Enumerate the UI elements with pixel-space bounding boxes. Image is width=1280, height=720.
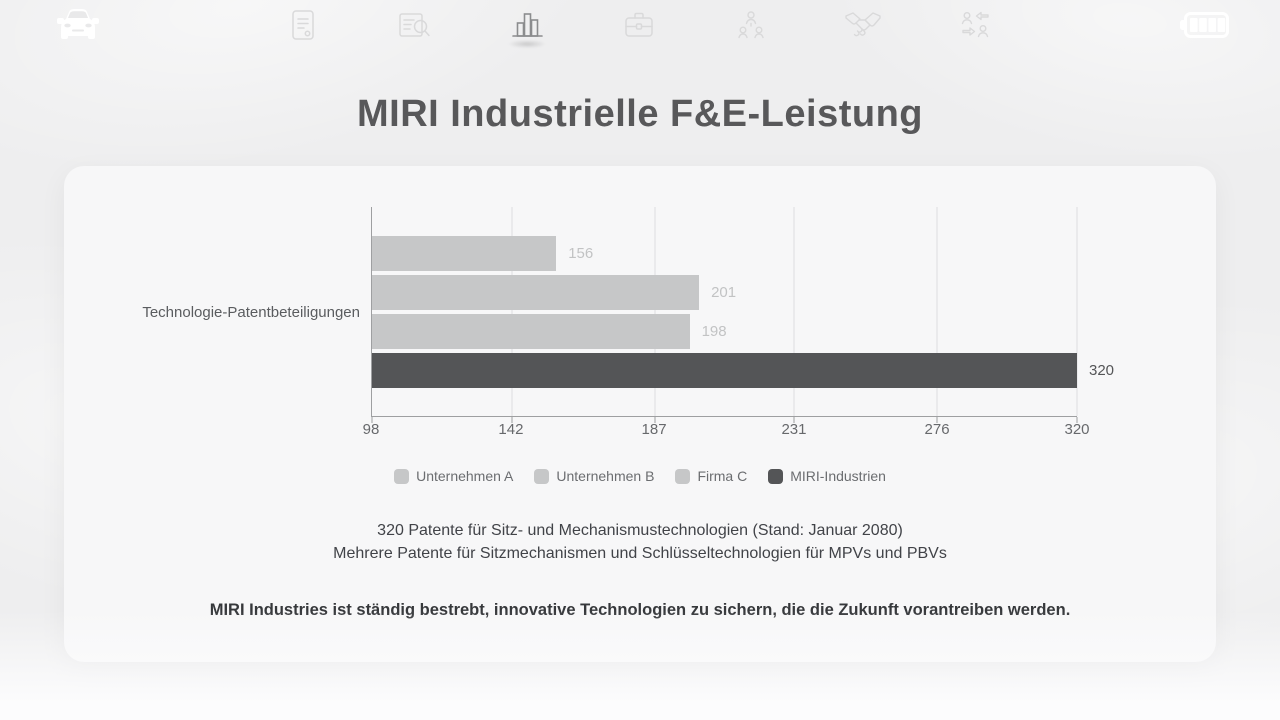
bar-value-label: 320 (1089, 362, 1115, 379)
plot-area: 156 201 198 320 (371, 207, 1114, 423)
top-nav (0, 0, 1280, 52)
bar-Firma C[interactable] (372, 314, 690, 349)
tick-mark (654, 417, 656, 423)
nav-partnership-button[interactable] (831, 0, 895, 52)
x-tick-label: 320 (1064, 421, 1090, 438)
legend-label: Unternehmen A (416, 468, 514, 484)
bar-Unternehmen A[interactable] (372, 236, 557, 271)
handshake-icon (844, 10, 882, 43)
tick-mark (936, 417, 938, 423)
tick-mark (371, 417, 373, 423)
legend-swatch (534, 468, 550, 484)
nav-vehicle-button[interactable] (46, 0, 110, 52)
note-highlight: MIRI Industries ist ständig bestrebt, in… (209, 601, 1071, 619)
x-tick-label: 276 (924, 421, 950, 438)
legend-label: MIRI-Industrien (790, 468, 886, 484)
note-line-2: Mehrere Patente für Sitzmechanismen und … (333, 545, 947, 562)
legend-swatch (675, 468, 691, 484)
bar-row: 201 (372, 275, 1077, 310)
note-line-1: 320 Patente für Sitz- und Mechanismustec… (377, 522, 903, 539)
chart-notes: 320 Patente für Sitz- und Mechanismustec… (64, 519, 1216, 622)
tick-mark (1076, 417, 1078, 423)
gridline (511, 207, 513, 416)
document-icon (290, 9, 316, 44)
nav-analytics-button[interactable] (495, 0, 559, 52)
nav-business-button[interactable] (607, 0, 671, 52)
legend-label: Firma C (697, 468, 748, 484)
battery-status (1172, 0, 1236, 52)
briefcase-icon (623, 11, 655, 42)
legend-label: Unternehmen B (556, 468, 655, 484)
bar-value-label: 156 (568, 245, 594, 262)
nav-document-search-button[interactable] (383, 0, 447, 52)
category-axis-label: Technologie-Patentbeteiligungen (142, 303, 360, 321)
bars: 156 201 198 320 (372, 207, 1114, 416)
bar-row: 198 (372, 314, 1077, 349)
legend-item-Unternehmen A[interactable]: Unternehmen A (394, 468, 513, 484)
bar-Unternehmen B[interactable] (372, 275, 700, 310)
chart-legend: Unternehmen A Unternehmen B Firma C MIRI-In… (64, 468, 1216, 484)
legend-item-Firma C[interactable]: Firma C (675, 468, 747, 484)
nav-organization-button[interactable] (719, 0, 783, 52)
x-tick-label: 187 (641, 421, 667, 438)
chart-card: Technologie-Patentbeteiligungen 156 201 19… (64, 166, 1216, 662)
car-icon (55, 8, 101, 45)
bar-value-label: 198 (701, 323, 727, 340)
bar-value-label: 201 (711, 284, 737, 301)
gridline (1076, 207, 1078, 416)
document-search-icon (398, 10, 432, 43)
page-title: MIRI Industrielle F&E-Leistung (356, 93, 924, 135)
people-exchange-icon (959, 10, 991, 43)
tick-mark (793, 417, 795, 423)
bar-MIRI-Industrien[interactable] (372, 353, 1077, 388)
bar-row: 320 (372, 353, 1114, 388)
gridline (793, 207, 795, 416)
legend-swatch (768, 468, 784, 484)
x-axis-tick-labels: 98 142 187 231 276 320 (363, 421, 1090, 443)
legend-swatch (394, 468, 410, 484)
bar-row: 156 (372, 236, 1077, 271)
org-chart-icon (736, 10, 766, 43)
legend-item-Unternehmen B[interactable]: Unternehmen B (534, 468, 654, 484)
tick-mark (511, 417, 513, 423)
x-tick-label: 98 (362, 421, 380, 438)
bar-chart-icon (509, 9, 545, 44)
nav-transfer-button[interactable] (943, 0, 1007, 52)
gridline (654, 207, 656, 416)
gridline (936, 207, 938, 416)
x-tick-label: 231 (781, 421, 807, 438)
legend-item-MIRI-Industrien[interactable]: MIRI-Industrien (768, 468, 886, 484)
nav-document-button[interactable] (271, 0, 335, 52)
x-tick-label: 142 (498, 421, 524, 438)
battery-icon (1178, 9, 1230, 44)
